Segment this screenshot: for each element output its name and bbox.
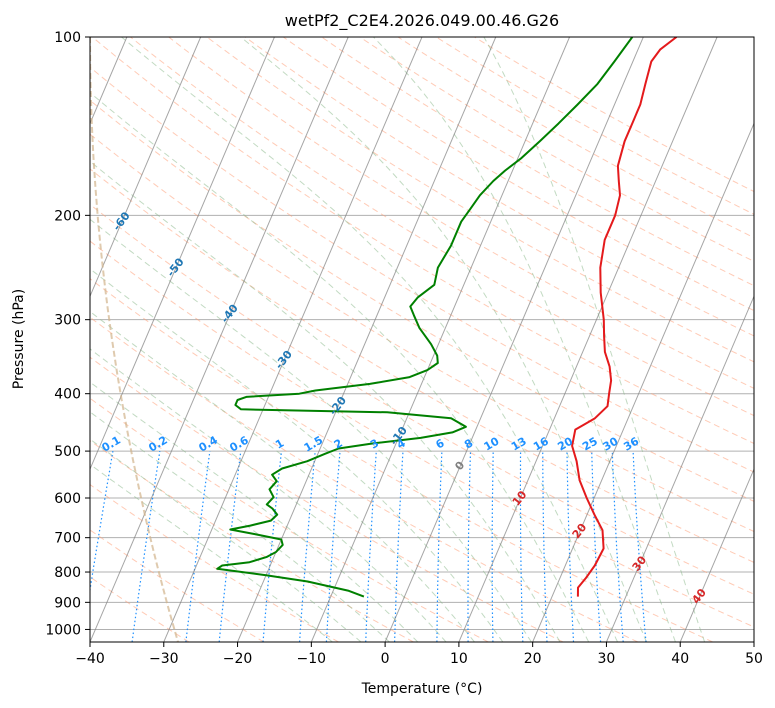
dry-adiabat bbox=[283, 37, 754, 312]
dry-adiabat bbox=[130, 37, 754, 417]
x-tick-label: −10 bbox=[297, 651, 327, 667]
dry-adiabat bbox=[90, 483, 339, 642]
dry-adiabat bbox=[244, 37, 754, 337]
x-axis-title: Temperature (°C) bbox=[361, 681, 483, 697]
isotherm bbox=[90, 37, 349, 642]
y-axis: 100 200 300 400 500 600 700 800 900 1000 bbox=[45, 30, 90, 638]
dry-adiabat bbox=[90, 66, 754, 473]
mixing-ratio-lines bbox=[90, 450, 647, 642]
x-tick-label: −20 bbox=[223, 651, 253, 667]
y-tick-label: 100 bbox=[54, 30, 81, 46]
moist-adiabat bbox=[90, 463, 333, 642]
dry-adiabat bbox=[90, 240, 754, 628]
plot-frame bbox=[89, 36, 755, 643]
chart-title: wetPf2_C2E4.2026.049.00.46.G26 bbox=[285, 11, 559, 31]
dry-adiabat bbox=[90, 440, 414, 642]
moist-adiabat bbox=[90, 91, 590, 642]
y-tick-label: 1000 bbox=[45, 622, 81, 638]
y-tick-label: 700 bbox=[54, 531, 81, 547]
isotherm bbox=[679, 467, 754, 642]
dry-adiabat bbox=[90, 316, 639, 642]
x-tick-label: 20 bbox=[524, 651, 542, 667]
isotherm bbox=[310, 37, 571, 642]
x-tick-label: 50 bbox=[745, 651, 763, 667]
y-tick-label: 200 bbox=[54, 208, 81, 224]
isotherm bbox=[532, 122, 754, 642]
dry-adiabat bbox=[90, 356, 564, 642]
x-tick-label: 10 bbox=[450, 651, 468, 667]
x-tick-label: 40 bbox=[671, 651, 689, 667]
profile-series bbox=[216, 37, 678, 598]
moist-adiabat bbox=[90, 411, 390, 642]
x-tick-label: 0 bbox=[381, 651, 390, 667]
moist-adiabat bbox=[240, 37, 647, 642]
temperature-line bbox=[571, 37, 678, 597]
x-tick-label: −40 bbox=[75, 651, 105, 667]
y-tick-label: 300 bbox=[54, 313, 81, 329]
moist-adiabat bbox=[121, 37, 618, 642]
isotherms bbox=[90, 37, 754, 642]
dry-adiabat bbox=[168, 37, 754, 389]
mixing-ratio-line bbox=[218, 451, 242, 642]
isotherm bbox=[605, 295, 754, 642]
y-tick-label: 400 bbox=[54, 387, 81, 403]
isotherm bbox=[384, 37, 644, 642]
mixing-ratio-line bbox=[185, 451, 211, 642]
dry-adiabat bbox=[90, 203, 754, 595]
isotherm bbox=[90, 37, 275, 471]
moist-adiabat bbox=[373, 37, 676, 642]
isotherm bbox=[163, 37, 423, 642]
y-tick-label: 800 bbox=[54, 565, 81, 581]
y-tick-label: 600 bbox=[54, 491, 81, 507]
dry-adiabat bbox=[90, 168, 754, 563]
plot-area: -100-90-80-70-60-50-40-30-20-10010203040… bbox=[90, 37, 754, 642]
moist-adiabat bbox=[90, 381, 419, 642]
x-axis: −40 −30 −20 −10 0 10 20 30 40 50 bbox=[75, 642, 763, 667]
moist-adiabat bbox=[90, 310, 475, 642]
lcl-line bbox=[90, 37, 179, 642]
x-tick-label: −30 bbox=[149, 651, 179, 667]
isotherm bbox=[90, 37, 202, 298]
dewpoint-line bbox=[216, 37, 634, 598]
mixing-ratio-line bbox=[90, 450, 114, 594]
moist-adiabat bbox=[483, 37, 706, 642]
isotherm bbox=[458, 37, 718, 642]
dry-adiabat bbox=[91, 37, 754, 444]
dry-adiabat bbox=[206, 37, 754, 363]
y-axis-title: Pressure (hPa) bbox=[11, 289, 27, 389]
moist-adiabat bbox=[90, 348, 447, 642]
dry-adiabat bbox=[321, 37, 754, 287]
isotherm bbox=[237, 37, 497, 642]
y-tick-label: 500 bbox=[54, 444, 81, 460]
mixing-ratio-line bbox=[131, 451, 161, 642]
y-tick-label: 900 bbox=[54, 595, 81, 611]
lcl-curve bbox=[90, 37, 179, 642]
x-tick-label: 30 bbox=[598, 651, 616, 667]
moist-adiabat bbox=[90, 268, 504, 642]
